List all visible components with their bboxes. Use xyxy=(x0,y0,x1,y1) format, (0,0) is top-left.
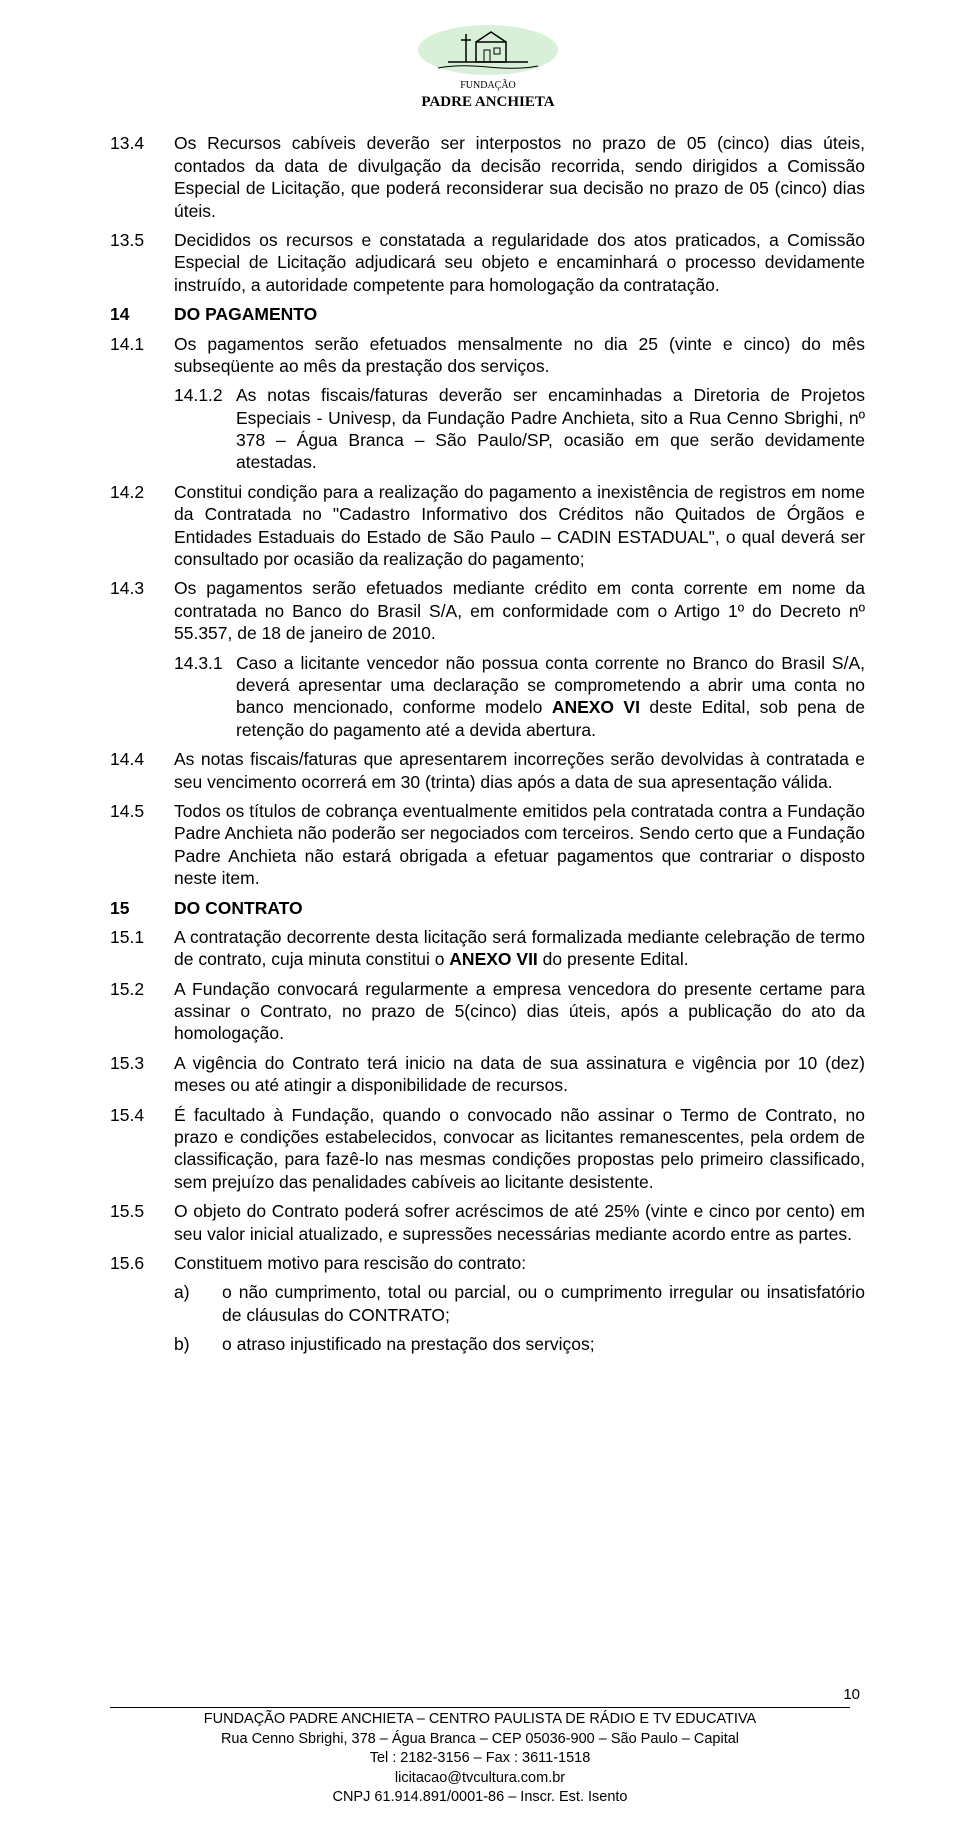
clause-15-6: 15.6 Constituem motivo para rescisão do … xyxy=(110,1252,865,1274)
section-15-heading: 15 DO CONTRATO xyxy=(110,897,865,919)
header-logo: FUNDAÇÃO PADRE ANCHIETA xyxy=(110,20,865,120)
clause-number: 14.1 xyxy=(110,333,174,378)
clause-14-1-2: 14.1.2 As notas fiscais/faturas deverão … xyxy=(110,384,865,474)
footer-line-2: Rua Cenno Sbrighi, 378 – Água Branca – C… xyxy=(0,1730,960,1750)
letter-text: o atraso injustificado na prestação dos … xyxy=(222,1333,865,1355)
clause-15-6-a: a) o não cumprimento, total ou parcial, … xyxy=(110,1281,865,1326)
section-number: 15 xyxy=(110,897,174,919)
clause-15-1: 15.1 A contratação decorrente desta lici… xyxy=(110,926,865,971)
clause-number: 14.4 xyxy=(110,748,174,793)
logo-text-1: FUNDAÇÃO xyxy=(460,79,516,91)
clause-text: A vigência do Contrato terá inicio na da… xyxy=(174,1052,865,1097)
clause-number: 15.2 xyxy=(110,978,174,1045)
clause-14-4: 14.4 As notas fiscais/faturas que aprese… xyxy=(110,748,865,793)
footer-line-3: Tel : 2182-3156 – Fax : 3611-1518 xyxy=(0,1749,960,1769)
clause-15-3: 15.3 A vigência do Contrato terá inicio … xyxy=(110,1052,865,1097)
clause-number: 14.1.2 xyxy=(174,384,236,474)
clause-text: Caso a licitante vencedor não possua con… xyxy=(236,652,865,742)
clause-15-2: 15.2 A Fundação convocará regularmente a… xyxy=(110,978,865,1045)
clause-text: Todos os títulos de cobrança eventualmen… xyxy=(174,800,865,890)
clause-text: Os Recursos cabíveis deverão ser interpo… xyxy=(174,132,865,222)
clause-number: 15.1 xyxy=(110,926,174,971)
clause-text: Os pagamentos serão efetuados mediante c… xyxy=(174,577,865,644)
footer-line-4: licitacao@tvcultura.com.br xyxy=(0,1769,960,1789)
clause-text: É facultado à Fundação, quando o convoca… xyxy=(174,1104,865,1194)
page-footer: FUNDAÇÃO PADRE ANCHIETA – CENTRO PAULIST… xyxy=(0,1707,960,1808)
section-number: 14 xyxy=(110,303,174,325)
letter-label: a) xyxy=(174,1281,222,1326)
clause-15-6-b: b) o atraso injustificado na prestação d… xyxy=(110,1333,865,1355)
clause-text: O objeto do Contrato poderá sofrer acrés… xyxy=(174,1200,865,1245)
clause-number: 13.5 xyxy=(110,229,174,296)
clause-14-3: 14.3 Os pagamentos serão efetuados media… xyxy=(110,577,865,644)
clause-text: Decididos os recursos e constatada a reg… xyxy=(174,229,865,296)
clause-14-1: 14.1 Os pagamentos serão efetuados mensa… xyxy=(110,333,865,378)
clause-14-2: 14.2 Constitui condição para a realizaçã… xyxy=(110,481,865,571)
clause-14-5: 14.5 Todos os títulos de cobrança eventu… xyxy=(110,800,865,890)
logo-text-2: PADRE ANCHIETA xyxy=(421,94,554,110)
section-14-heading: 14 DO PAGAMENTO xyxy=(110,303,865,325)
section-title: DO PAGAMENTO xyxy=(174,303,865,325)
clause-15-4: 15.4 É facultado à Fundação, quando o co… xyxy=(110,1104,865,1194)
clause-number: 15.6 xyxy=(110,1252,174,1274)
page-number: 10 xyxy=(843,1685,860,1704)
clause-13-5: 13.5 Decididos os recursos e constatada … xyxy=(110,229,865,296)
clause-text: Os pagamentos serão efetuados mensalment… xyxy=(174,333,865,378)
clause-number: 14.5 xyxy=(110,800,174,890)
section-title: DO CONTRATO xyxy=(174,897,865,919)
clause-15-5: 15.5 O objeto do Contrato poderá sofrer … xyxy=(110,1200,865,1245)
clause-text: A Fundação convocará regularmente a empr… xyxy=(174,978,865,1045)
clause-number: 14.3.1 xyxy=(174,652,236,742)
clause-text: A contratação decorrente desta licitação… xyxy=(174,926,865,971)
clause-number: 15.4 xyxy=(110,1104,174,1194)
clause-number: 15.3 xyxy=(110,1052,174,1097)
clause-text: As notas fiscais/faturas deverão ser enc… xyxy=(236,384,865,474)
letter-label: b) xyxy=(174,1333,222,1355)
clause-text: Constitui condição para a realização do … xyxy=(174,481,865,571)
clause-text: As notas fiscais/faturas que apresentare… xyxy=(174,748,865,793)
clause-number: 13.4 xyxy=(110,132,174,222)
clause-13-4: 13.4 Os Recursos cabíveis deverão ser in… xyxy=(110,132,865,222)
clause-number: 14.3 xyxy=(110,577,174,644)
clause-14-3-1: 14.3.1 Caso a licitante vencedor não pos… xyxy=(110,652,865,742)
letter-text: o não cumprimento, total ou parcial, ou … xyxy=(222,1281,865,1326)
clause-number: 14.2 xyxy=(110,481,174,571)
footer-line-5: CNPJ 61.914.891/0001-86 – Inscr. Est. Is… xyxy=(0,1788,960,1808)
clause-number: 15.5 xyxy=(110,1200,174,1245)
footer-line-1: FUNDAÇÃO PADRE ANCHIETA – CENTRO PAULIST… xyxy=(0,1710,960,1730)
clause-text: Constituem motivo para rescisão do contr… xyxy=(174,1252,865,1274)
